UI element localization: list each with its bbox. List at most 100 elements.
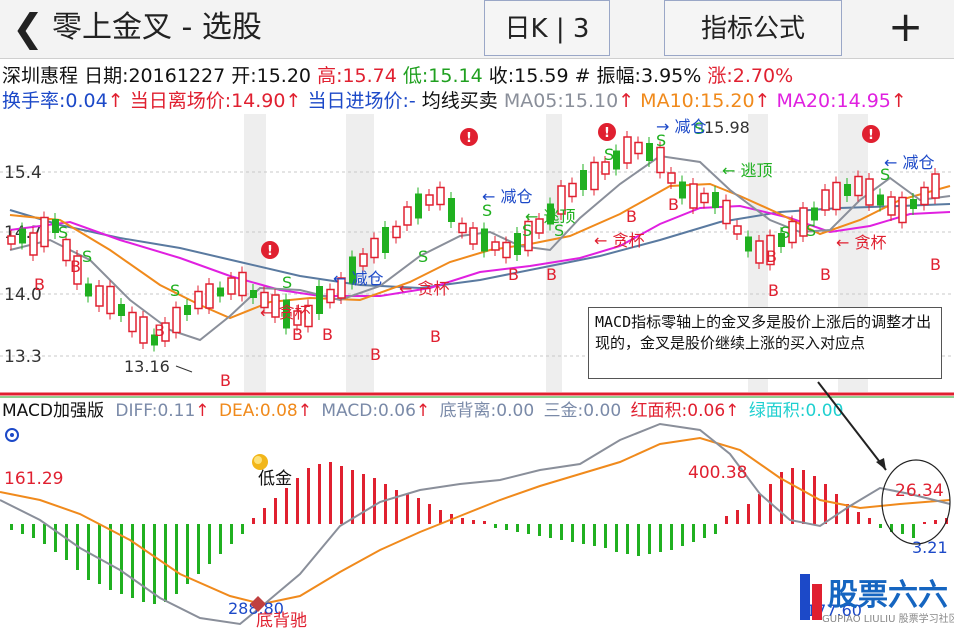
reduce-label: ← 减仓 (884, 153, 935, 172)
candle-body (151, 334, 158, 346)
buy-signal: B (220, 371, 231, 390)
candle-body (172, 306, 181, 334)
up-arrow-icon: ↑ (618, 90, 641, 112)
macd-bar (593, 524, 596, 546)
buy-signal: B (508, 265, 519, 284)
candle-body (139, 316, 148, 344)
candle-body (392, 225, 401, 239)
macd-bar (670, 524, 673, 550)
stock-open: 开:15.20 (231, 65, 312, 87)
candlesticks (7, 131, 940, 352)
macd-bar (351, 470, 354, 524)
candle-body (415, 193, 422, 219)
candle-body (679, 181, 686, 199)
high-price-label: 15.98 (704, 118, 750, 137)
warning-icon: ! (598, 123, 616, 141)
macd-bar (582, 524, 585, 544)
candle-body (326, 288, 335, 304)
macd-bar (186, 524, 189, 584)
stock-close: 收:15.59 (488, 65, 569, 87)
logo-bar-icon (800, 574, 810, 620)
macd-bar (32, 524, 35, 538)
candle-body (634, 141, 643, 155)
stock-low: 低:15.14 (402, 65, 483, 87)
settings-ring-dot (10, 433, 14, 437)
sell-signal: S (282, 273, 292, 292)
plus-icon[interactable]: + (888, 2, 924, 51)
macd-bar (208, 524, 211, 564)
callout-pointer (817, 381, 887, 471)
candle-body (481, 228, 488, 252)
candle-body (778, 233, 785, 247)
candle-body (52, 219, 59, 233)
chevron-left-icon[interactable]: ❮ (12, 6, 44, 50)
macd-bar (725, 516, 728, 524)
candle-body (821, 189, 830, 211)
macd-bar (560, 524, 563, 540)
shade-band (244, 114, 266, 392)
stock-change: 涨:2.70% (707, 65, 794, 87)
buy-signal: B (626, 207, 637, 226)
candle-body (205, 283, 214, 309)
macd-bar (857, 512, 860, 524)
candle-body (161, 322, 170, 342)
settings-ring-icon[interactable] (5, 428, 19, 442)
candle-body (337, 277, 346, 299)
candle-body (799, 207, 808, 237)
candle-body (29, 232, 38, 256)
macd-bar (439, 510, 442, 524)
candle-body (700, 192, 709, 204)
macd-bar (692, 524, 695, 542)
escape-label: ← 逃顶 (722, 161, 773, 180)
candle-body (745, 236, 752, 252)
candle-body (448, 198, 455, 222)
macd-bar (703, 524, 706, 538)
stock-amp: # 振幅:3.95% (574, 65, 702, 87)
greedy-label: ← 贪杯 (594, 231, 645, 250)
macd-bar (21, 524, 24, 534)
candle-body (293, 310, 302, 326)
price-tick: 13.3 (4, 347, 42, 367)
macd-bar (494, 524, 497, 528)
buy-signal: B (430, 327, 441, 346)
diff-line (0, 422, 951, 626)
sell-signal: S (694, 119, 704, 138)
macd-bar (791, 468, 794, 524)
low-price-label: 13.16 (124, 357, 170, 376)
macd-bar (901, 524, 904, 534)
svg-text:!: ! (466, 131, 472, 146)
gold-coin-icon (252, 454, 268, 470)
sell-signal: S (656, 131, 666, 150)
ma10-line (9, 182, 951, 320)
macd-bar (142, 524, 145, 602)
shade-band (546, 114, 562, 392)
macd-bar (835, 494, 838, 524)
macd-bar (758, 494, 761, 524)
up-arrow-icon: ↑ (890, 90, 907, 112)
sell-signal: S (780, 223, 790, 242)
candle-body (623, 136, 632, 164)
low-gold-label: 低金 (258, 469, 292, 489)
candle-body (458, 222, 467, 234)
price-tick: 15.4 (4, 163, 42, 183)
candle-body (920, 186, 929, 206)
period-button[interactable]: 日K | 3 (484, 0, 610, 56)
candle-body (19, 228, 26, 244)
macd-bar (472, 520, 475, 524)
buy-signal: B (322, 325, 333, 344)
macd-bar (219, 524, 222, 554)
macd-bar (483, 521, 486, 524)
warning-icon: ! (460, 128, 478, 146)
macd-bar (395, 490, 398, 524)
macd-bar (109, 524, 112, 590)
sell-signal: S (604, 145, 614, 164)
buy-signal: B (930, 255, 941, 274)
candle-body (73, 255, 82, 285)
macd-bar (230, 524, 233, 544)
macd-bar (417, 498, 420, 524)
macd-bar (659, 524, 662, 552)
ma5-line (9, 154, 951, 342)
candle-body (128, 311, 137, 333)
macd-bar (802, 470, 805, 524)
formula-button[interactable]: 指标公式 (664, 0, 842, 56)
